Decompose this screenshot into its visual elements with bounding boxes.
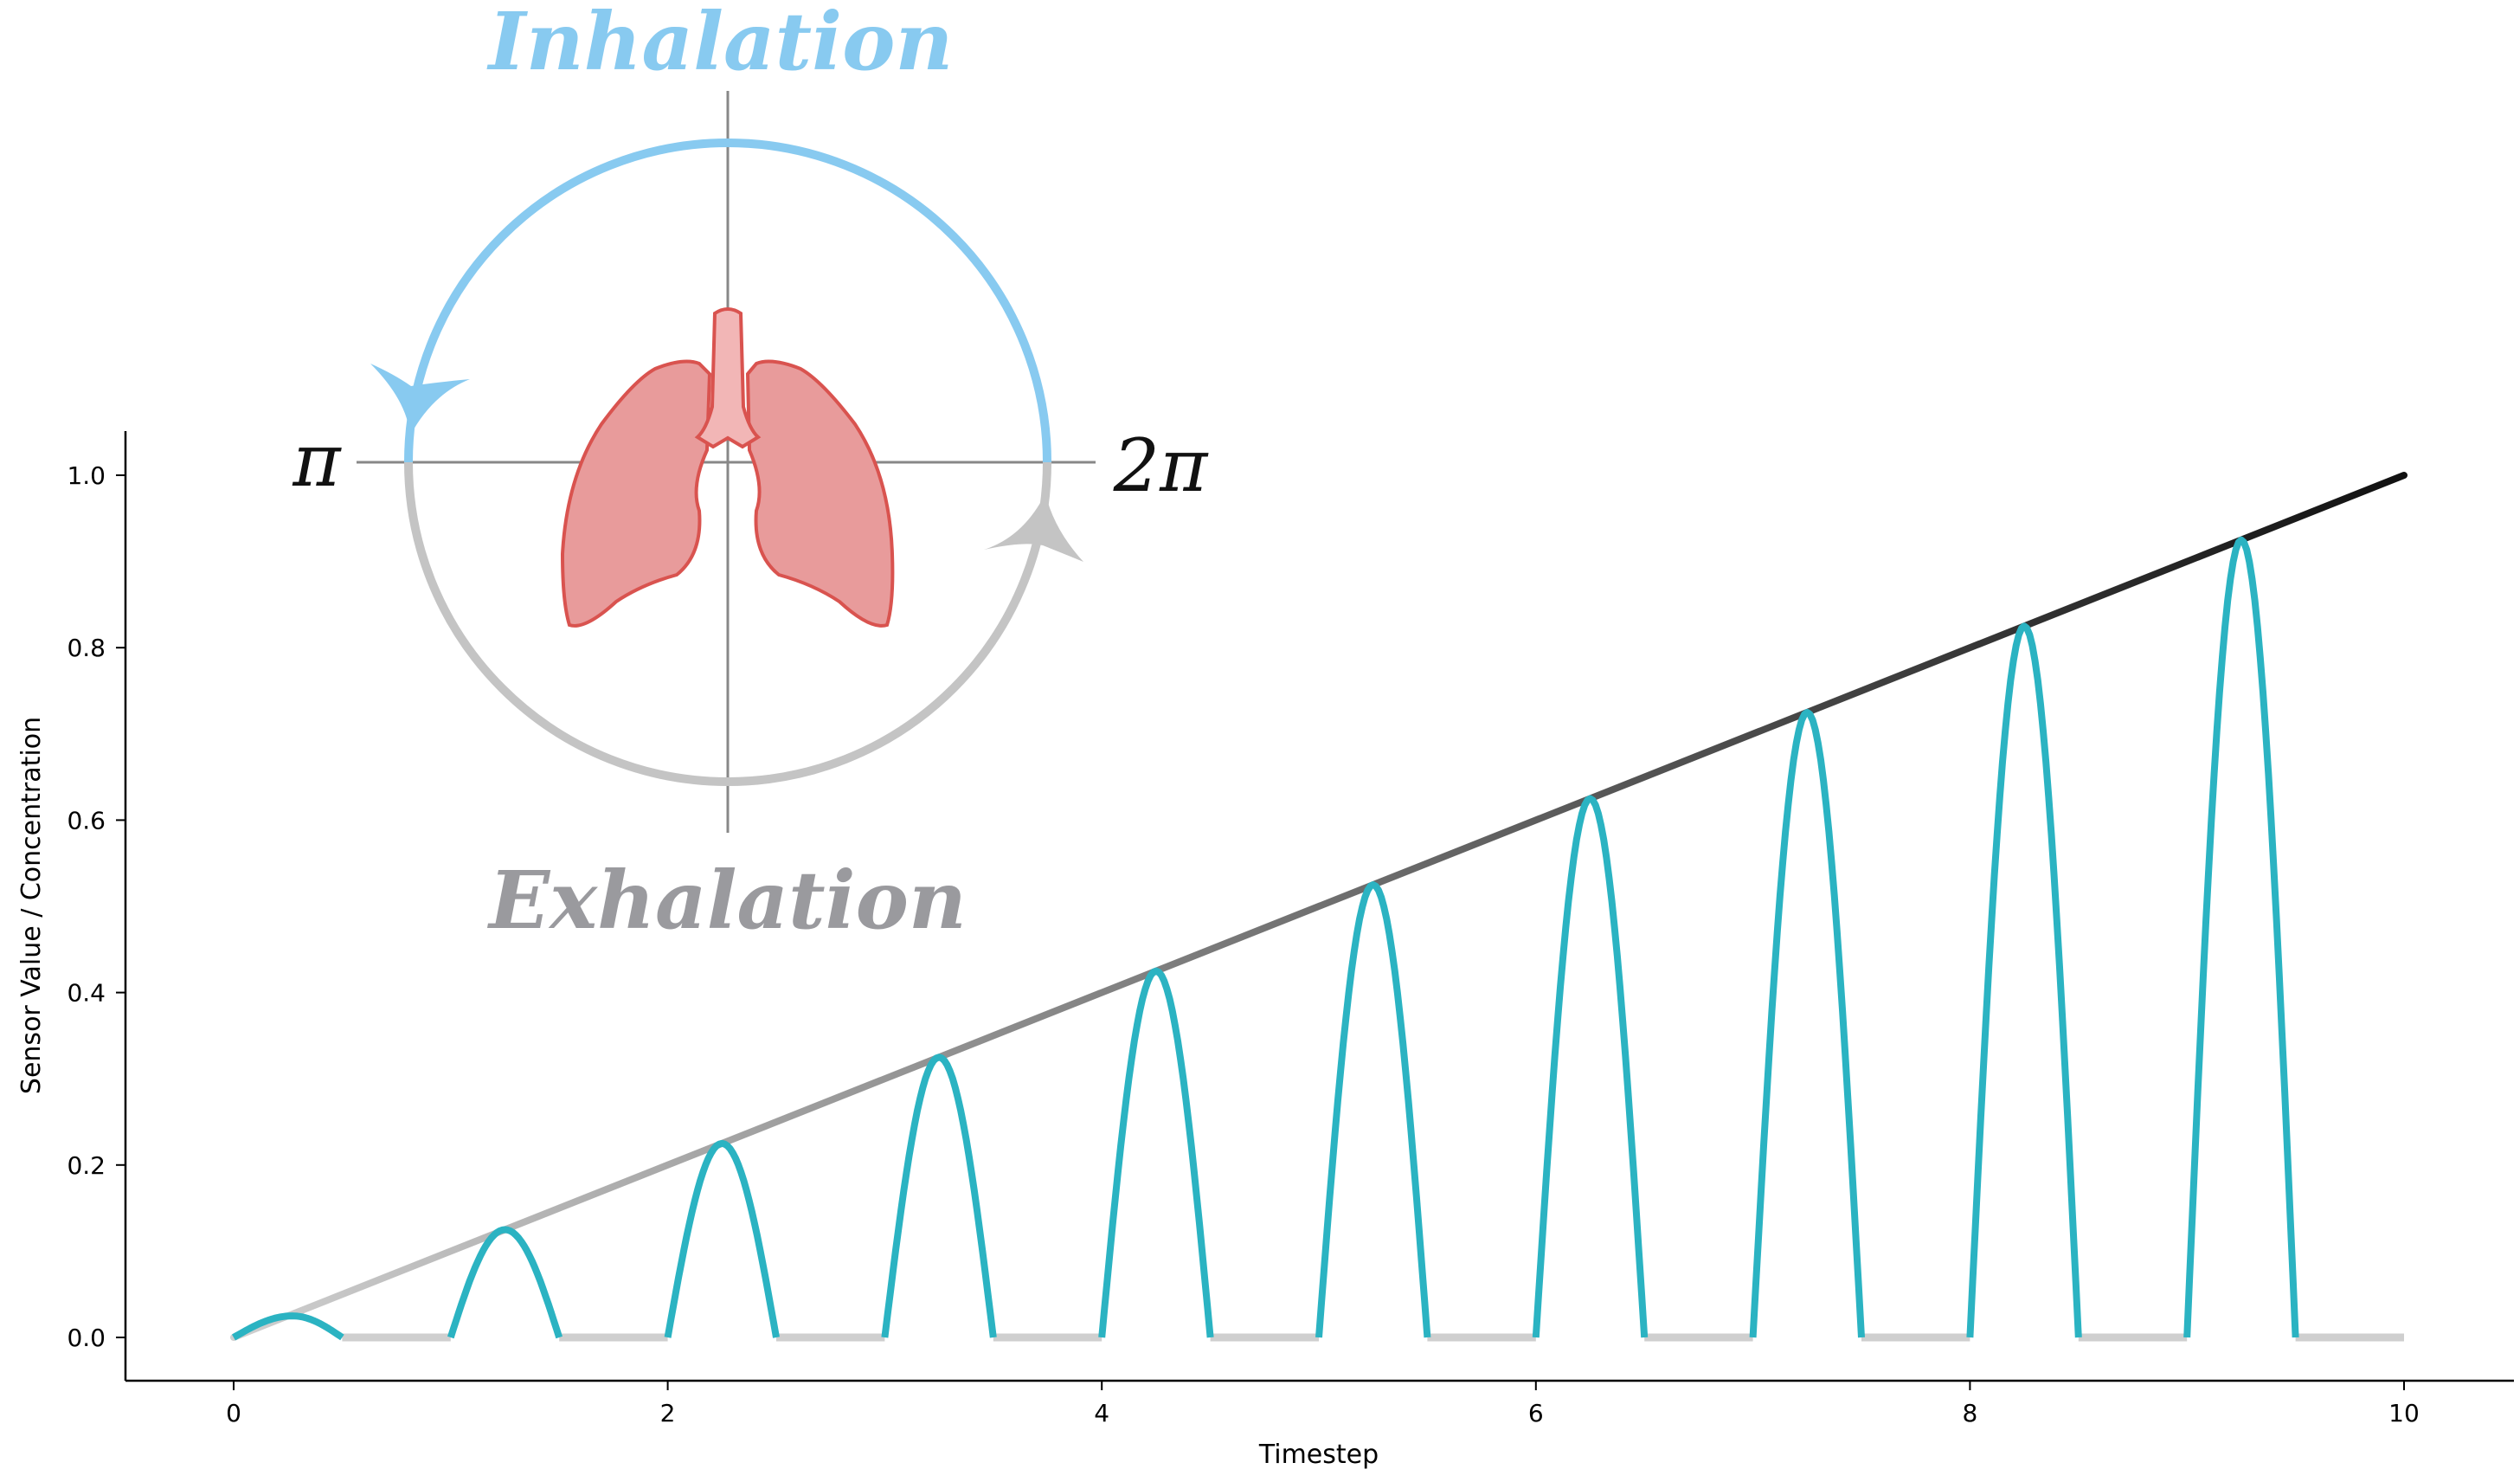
exhalation-arrowhead — [984, 493, 1083, 562]
exhalation-label: Exhalation — [486, 854, 967, 947]
y-tick-label: 0.2 — [67, 1151, 106, 1180]
inhalation-pulse-curve — [2183, 536, 2299, 1338]
x-tick-label: 0 — [226, 1399, 241, 1427]
x-axis-title: Timestep — [1258, 1440, 1379, 1470]
left-lung — [560, 359, 712, 628]
right-lung — [745, 359, 895, 628]
x-tick-label: 8 — [1962, 1399, 1977, 1427]
x-tick-label: 2 — [660, 1399, 676, 1427]
plot-area — [230, 472, 2408, 1342]
inhalation-pulse-curve — [1098, 967, 1214, 1338]
inhalation-label: Inhalation — [486, 0, 954, 88]
inhalation-pulse-curve — [664, 1139, 780, 1338]
y-tick-label: 0.4 — [67, 979, 106, 1008]
inhalation-pulse-curve — [1966, 622, 2082, 1338]
inhalation-pulse-curve — [1532, 795, 1649, 1338]
x-tick-label: 6 — [1528, 1399, 1544, 1427]
pi-label: π — [292, 418, 342, 503]
inhalation-pulse-curve — [231, 1312, 344, 1341]
inhalation-pulse-curve — [447, 1226, 563, 1339]
two-pi-label: 2π — [1113, 423, 1209, 508]
lungs-icon — [560, 307, 895, 628]
inhalation-pulse-curve — [1749, 708, 1865, 1338]
inhalation-arrowhead — [370, 364, 470, 435]
trachea — [694, 307, 762, 449]
y-axis-title: Sensor Value / Concentration — [16, 717, 47, 1094]
axes — [124, 431, 2514, 1382]
y-tick-label: 0.8 — [67, 634, 106, 662]
breathing-cycle-inset: Inhalation Exhalation π 2π — [292, 0, 1209, 947]
y-tick-label: 0.6 — [67, 806, 106, 834]
ticks: 0 2 4 6 8 10 0.0 0.2 0.4 0.6 0.8 1.0 — [67, 461, 2419, 1427]
y-tick-label: 0.0 — [67, 1324, 106, 1352]
y-tick-label: 1.0 — [67, 461, 106, 490]
inhalation-pulse-curve — [881, 1054, 997, 1338]
inhalation-arc — [404, 139, 1051, 463]
inhalation-pulse-curve — [1315, 881, 1431, 1338]
x-tick-label: 10 — [2388, 1399, 2420, 1427]
exhalation-arc — [404, 461, 1051, 786]
x-tick-label: 4 — [1094, 1399, 1109, 1427]
concentration-trend-line — [230, 472, 2408, 1341]
